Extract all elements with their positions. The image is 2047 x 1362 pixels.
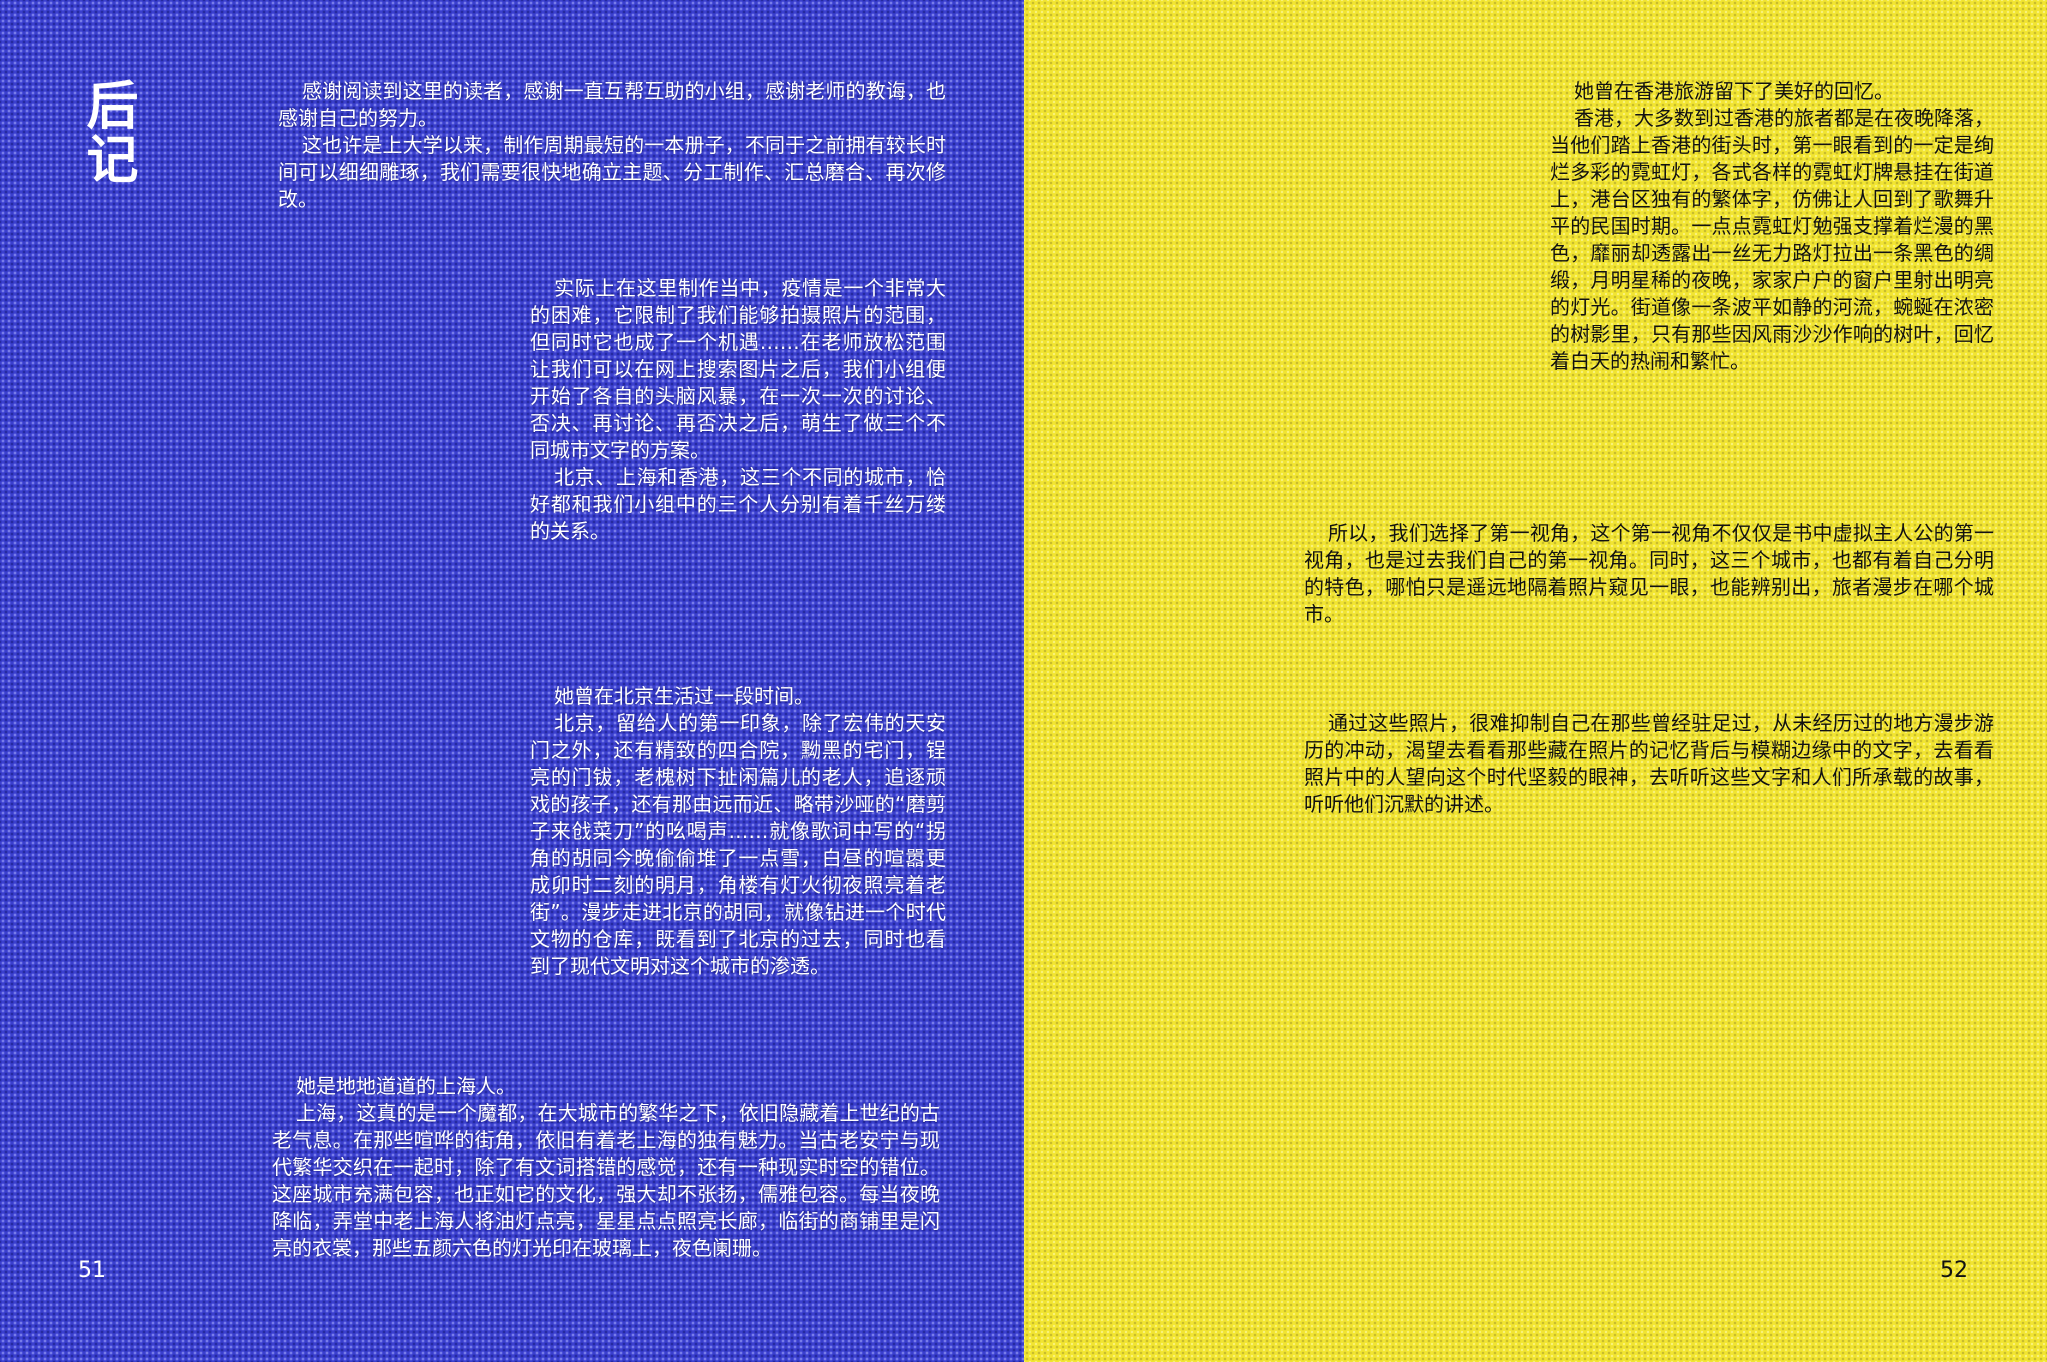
photos-block: 通过这些照片，很难抑制自己在那些曾经驻足过，从未经历过的地方漫步游历的冲动，渴望… — [1304, 710, 1994, 818]
paragraph: 她是地地道道的上海人。 — [296, 1074, 516, 1098]
page-number: 51 — [78, 1258, 106, 1283]
left-page: 后记 感谢阅读到这里的读者，感谢一直互帮互助的小组，感谢老师的教诲，也感谢自己的… — [0, 0, 1024, 1362]
shanghai-block: 她是地地道道的上海人。 上海，这真的是一个魔都，在大城市的繁华之下，依旧隐藏着上… — [272, 1073, 940, 1262]
paragraph: 北京，留给人的第一印象，除了宏伟的天安门之外，还有精致的四合院，黝黑的宅门，锃亮… — [530, 711, 946, 978]
paragraph: 上海，这真的是一个魔都，在大城市的繁华之下，依旧隐藏着上世纪的古老气息。在那些喧… — [272, 1101, 940, 1260]
paragraph: 她曾在香港旅游留下了美好的回忆。 — [1574, 79, 1894, 103]
right-page: 她曾在香港旅游留下了美好的回忆。 香港，大多数到过香港的旅者都是在夜晚降落，当他… — [1024, 0, 2047, 1362]
paragraph: 所以，我们选择了第一视角，这个第一视角不仅仅是书中虚拟主人公的第一视角，也是过去… — [1304, 521, 1994, 626]
thanks-block: 感谢阅读到这里的读者，感谢一直互帮互助的小组，感谢老师的教诲，也感谢自己的努力。… — [278, 78, 946, 213]
beijing-block: 她曾在北京生活过一段时间。 北京，留给人的第一印象，除了宏伟的天安门之外，还有精… — [530, 683, 946, 980]
process-block: 实际上在这里制作当中，疫情是一个非常大的困难，它限制了我们能够拍摄照片的范围，但… — [530, 275, 946, 545]
hongkong-block: 她曾在香港旅游留下了美好的回忆。 香港，大多数到过香港的旅者都是在夜晚降落，当他… — [1550, 78, 1994, 375]
paragraph: 感谢阅读到这里的读者，感谢一直互帮互助的小组，感谢老师的教诲，也感谢自己的努力。 — [278, 79, 946, 130]
paragraph: 实际上在这里制作当中，疫情是一个非常大的困难，它限制了我们能够拍摄照片的范围，但… — [530, 276, 946, 462]
paragraph: 香港，大多数到过香港的旅者都是在夜晚降落，当他们踏上香港的街头时，第一眼看到的一… — [1550, 106, 1994, 373]
afterword-heading: 后记 — [77, 78, 137, 186]
paragraph: 她曾在北京生活过一段时间。 — [554, 684, 814, 708]
perspective-block: 所以，我们选择了第一视角，这个第一视角不仅仅是书中虚拟主人公的第一视角，也是过去… — [1304, 520, 1994, 628]
paragraph: 通过这些照片，很难抑制自己在那些曾经驻足过，从未经历过的地方漫步游历的冲动，渴望… — [1304, 711, 1994, 816]
page-number: 52 — [1940, 1258, 1968, 1283]
paragraph: 北京、上海和香港，这三个不同的城市，恰好都和我们小组中的三个人分别有着千丝万缕的… — [530, 465, 946, 543]
paragraph: 这也许是上大学以来，制作周期最短的一本册子，不同于之前拥有较长时间可以细细雕琢，… — [278, 133, 946, 211]
